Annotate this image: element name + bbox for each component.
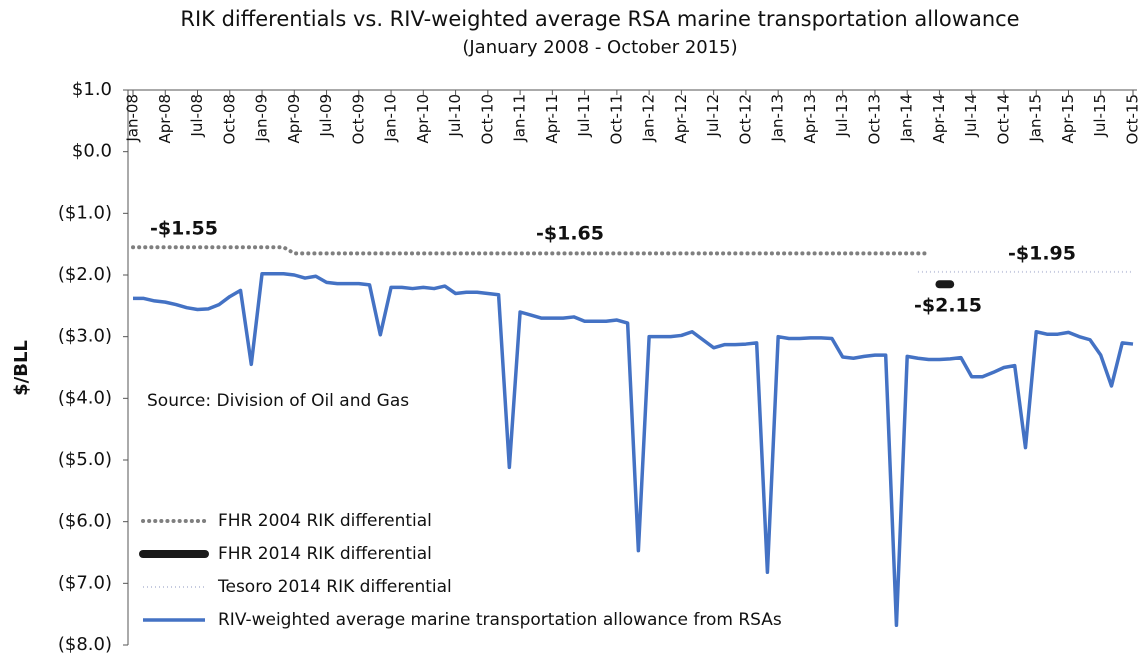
x-tick-label: Jan-13 xyxy=(769,94,787,143)
y-axis-label: $/BLL xyxy=(11,340,32,396)
legend-label: FHR 2014 RIK differential xyxy=(218,544,432,564)
series-line xyxy=(131,245,931,256)
x-tick-label: Jul-14 xyxy=(962,94,980,138)
x-tick-label: Apr-15 xyxy=(1059,94,1077,144)
x-tick-label: Apr-10 xyxy=(414,94,432,144)
x-tick-label: Oct-14 xyxy=(994,94,1012,144)
y-tick-label: ($3.0) xyxy=(58,326,112,347)
y-tick-label: ($4.0) xyxy=(58,387,112,408)
legend-label: RIV-weighted average marine transportati… xyxy=(218,610,782,630)
x-tick-label: Jul-13 xyxy=(833,94,851,138)
x-tick-label: Oct-08 xyxy=(220,94,238,144)
x-tick-label: Oct-13 xyxy=(865,94,883,144)
legend-label: Tesoro 2014 RIK differential xyxy=(217,577,452,597)
legend-label: FHR 2004 RIK differential xyxy=(218,511,432,531)
y-tick-label: ($8.0) xyxy=(58,634,112,655)
x-tick-label: Oct-10 xyxy=(478,94,496,144)
y-tick-label: ($5.0) xyxy=(58,449,112,470)
y-tick-label: ($6.0) xyxy=(58,511,112,532)
x-tick-label: Apr-08 xyxy=(156,94,174,144)
x-tick-label: Jul-09 xyxy=(317,94,335,138)
annotation: -$2.15 xyxy=(914,295,982,317)
x-tick-label: Jan-09 xyxy=(253,94,271,143)
x-tick-label: Jul-15 xyxy=(1091,94,1109,138)
x-tick-label: Jul-08 xyxy=(188,94,206,138)
x-tick-label: Jan-11 xyxy=(511,94,529,143)
annotation: -$1.55 xyxy=(150,218,218,240)
x-tick-label: Apr-09 xyxy=(285,94,303,144)
x-tick-label: Apr-11 xyxy=(543,94,561,144)
y-tick-label: $1.0 xyxy=(72,79,112,100)
y-tick-label: ($7.0) xyxy=(58,572,112,593)
x-tick-label: Jan-10 xyxy=(382,94,400,143)
x-tick-label: Apr-13 xyxy=(801,94,819,144)
y-tick-label: ($2.0) xyxy=(58,264,112,285)
x-tick-label: Jan-12 xyxy=(640,94,658,143)
x-tick-label: Oct-12 xyxy=(736,94,754,144)
annotation: Source: Division of Oil and Gas xyxy=(147,391,409,411)
x-tick-label: Jul-12 xyxy=(704,94,722,138)
series-line xyxy=(133,272,1134,628)
x-tick-label: Apr-14 xyxy=(930,94,948,144)
x-tick-label: Apr-12 xyxy=(672,94,690,144)
annotation: -$1.65 xyxy=(536,223,604,245)
chart-subtitle: (January 2008 - October 2015) xyxy=(462,37,737,58)
x-tick-label: Jul-10 xyxy=(446,94,464,138)
x-tick-label: Jul-11 xyxy=(575,94,593,138)
x-tick-label: Jan-08 xyxy=(124,94,142,143)
y-tick-label: ($1.0) xyxy=(58,202,112,223)
x-tick-label: Jan-15 xyxy=(1027,94,1045,143)
x-tick-label: Jan-14 xyxy=(898,94,916,143)
x-tick-label: Oct-15 xyxy=(1124,94,1142,144)
x-tick-label: Oct-11 xyxy=(607,94,625,144)
chart-title: RIK differentials vs. RIV-weighted avera… xyxy=(180,7,1019,31)
y-tick-label: $0.0 xyxy=(72,141,112,162)
x-tick-label: Oct-09 xyxy=(349,94,367,144)
annotation: -$1.95 xyxy=(1008,243,1076,265)
